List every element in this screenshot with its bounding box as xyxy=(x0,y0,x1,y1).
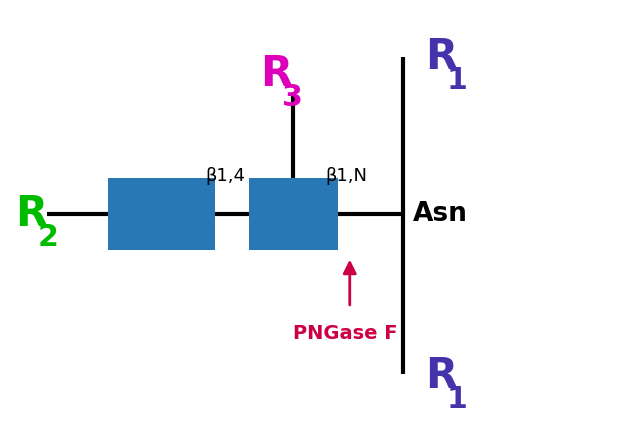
Text: $\mathbf{R}$: $\mathbf{R}$ xyxy=(425,36,458,78)
Bar xyxy=(249,178,337,250)
Text: $\mathbf{1}$: $\mathbf{1}$ xyxy=(446,66,467,95)
Text: β1,N: β1,N xyxy=(326,167,368,185)
Text: Asn: Asn xyxy=(413,201,467,227)
Text: $\mathbf{R}$: $\mathbf{R}$ xyxy=(15,194,48,236)
Text: $\mathbf{2}$: $\mathbf{2}$ xyxy=(37,223,57,252)
Text: PNGase F: PNGase F xyxy=(293,324,397,343)
Text: $\mathbf{1}$: $\mathbf{1}$ xyxy=(446,385,467,414)
Text: $\mathbf{3}$: $\mathbf{3}$ xyxy=(281,83,302,112)
Bar xyxy=(108,178,215,250)
Text: β1,4: β1,4 xyxy=(206,167,246,185)
Text: $\mathbf{R}$: $\mathbf{R}$ xyxy=(260,53,293,95)
Text: $\mathbf{R}$: $\mathbf{R}$ xyxy=(425,355,458,397)
